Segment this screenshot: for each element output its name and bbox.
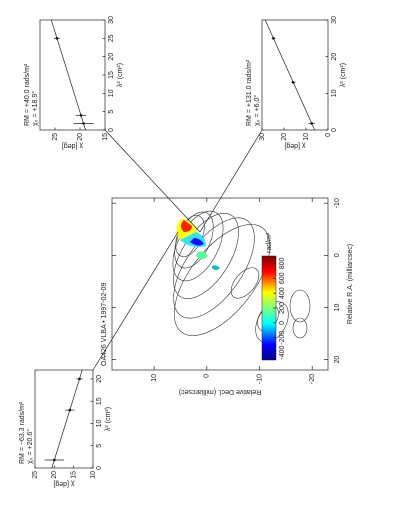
- inset-x-tick-label: 25: [108, 34, 115, 42]
- y-tick-label: 10: [151, 374, 158, 382]
- inset-x-tick-label: 30: [108, 16, 115, 24]
- data-point: [79, 114, 83, 117]
- colorbar-tick-label: 600: [279, 272, 286, 284]
- connector-lines: [92, 129, 263, 371]
- y-tick-label: -20: [309, 374, 316, 384]
- inset-y-tick-label: 20: [51, 471, 58, 479]
- x-tick-label: 10: [334, 303, 341, 311]
- inset-y-tick-label: 20: [281, 133, 288, 141]
- rm-color-map: [176, 218, 220, 270]
- fit-line: [264, 19, 316, 131]
- chi0-label: χ₀ = +18.9°: [31, 91, 39, 126]
- inset-x-tick-label: 0: [108, 128, 115, 132]
- fit-line: [51, 369, 83, 469]
- inset-y-tick-label: 10: [90, 471, 97, 479]
- data-point: [272, 37, 275, 40]
- contours: [172, 210, 311, 343]
- inset-x-tick-label: 20: [108, 53, 115, 61]
- inset-frame: [39, 19, 106, 131]
- inset-x-tick-label: 20: [96, 375, 103, 383]
- colorbar-tick-label: 400: [279, 287, 286, 299]
- inset-y-label: χ [deg]: [284, 142, 305, 149]
- colorbar-tick-label: 800: [279, 257, 286, 269]
- inset-y-label: χ [deg]: [62, 142, 83, 149]
- inset-x-tick-label: 10: [96, 419, 103, 427]
- inset-y-tick-label: 15: [71, 471, 78, 479]
- x-tick-label: 20: [334, 356, 341, 364]
- y-tick-label: 0: [204, 374, 211, 378]
- colorbar-tick-label: 200: [279, 302, 286, 314]
- inset-x-tick-label: 15: [96, 397, 103, 405]
- rm-label: RM = −63.3 rads/m²: [19, 401, 26, 464]
- inset-y-tick-label: 15: [102, 133, 109, 141]
- inset-x-tick-label: 0: [331, 128, 338, 132]
- colorbar-tick-label: 0: [279, 321, 286, 325]
- map-frame: [111, 197, 329, 371]
- inset-x-tick-label: 15: [108, 71, 115, 79]
- data-point: [53, 458, 56, 462]
- inset-x-label: λ² (cm²): [340, 63, 347, 87]
- inset-x-label: λ² (cm²): [117, 63, 124, 87]
- inset-frame: [261, 19, 329, 131]
- colorbar-tick-label: -200: [279, 331, 286, 345]
- rm-label: RM = +131.0 rads/m²: [246, 59, 253, 126]
- inset-x-tick-label: 10: [331, 89, 338, 97]
- rotated-figure: OA426 VLBA • 1997-02-09 Relative R.A. (mi…: [19, 16, 354, 487]
- inset-x-label: λ² (cm²): [105, 407, 112, 431]
- inset-y-tick-label: 0: [325, 133, 332, 137]
- data-point: [310, 122, 314, 125]
- fit-line: [50, 19, 86, 131]
- inset-x-tick-label: 0: [96, 466, 103, 470]
- inset-y-tick-label: 25: [52, 133, 59, 141]
- data-point: [55, 37, 59, 40]
- inset-frame: [34, 369, 94, 469]
- inset-y-tick-label: 30: [259, 133, 266, 141]
- x-axis-label: Relative R.A. (milliarcsec): [347, 244, 354, 324]
- colorbar-unit: rad/m²: [266, 232, 273, 253]
- chi0-label: χ₀ = +6.0°: [253, 95, 261, 126]
- inset-x-tick-label: 10: [108, 89, 115, 97]
- inset-x-tick-label: 5: [96, 444, 103, 448]
- inset-x-tick-label: 30: [331, 16, 338, 24]
- data-point: [82, 122, 85, 125]
- inset-y-label: χ [deg]: [53, 480, 74, 487]
- y-axis-label: Relative Decl. (milliarcsec): [179, 388, 261, 395]
- y-tick-label: -10: [256, 374, 263, 384]
- inset-y-tick-label: 25: [32, 471, 39, 479]
- x-tick-label: 0: [334, 253, 341, 257]
- data-point: [68, 408, 72, 412]
- colorbar-tick-label: -400: [279, 345, 286, 359]
- data-point: [78, 377, 81, 381]
- inset-y-tick-label: 10: [303, 133, 310, 141]
- chi0-label: χ₀ = +20.6°: [26, 429, 34, 464]
- inset-x-tick-label: 5: [108, 110, 115, 114]
- x-tick-label: -10: [334, 198, 341, 208]
- inset-x-tick-label: 20: [331, 53, 338, 61]
- rm-label: RM = +40.0 rads/m²: [24, 63, 31, 126]
- inset-y-tick-label: 20: [77, 133, 84, 141]
- map-title: OA426 VLBA • 1997-02-09: [101, 282, 108, 366]
- data-point: [291, 81, 295, 84]
